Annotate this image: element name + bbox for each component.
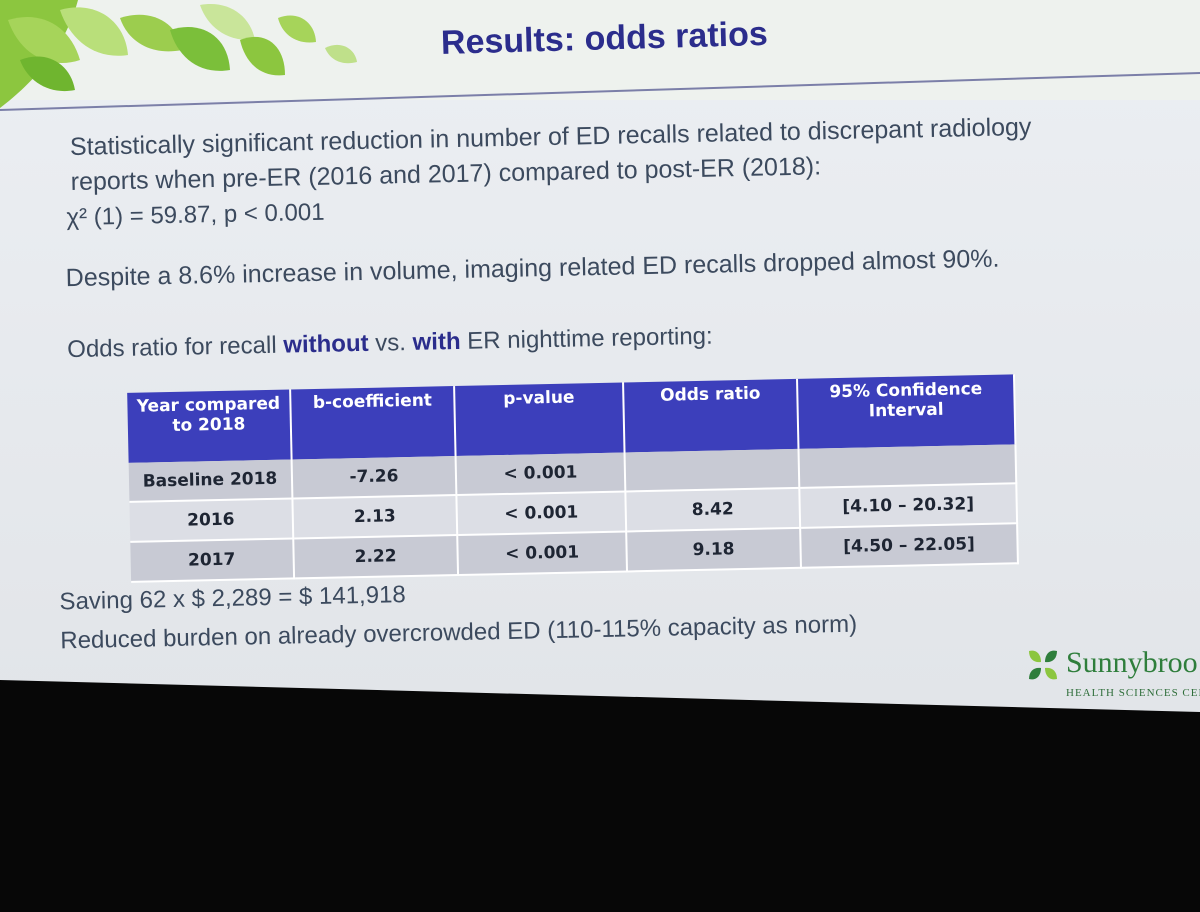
leaf-decoration-icon: [0, 0, 357, 108]
cell-p-value: < 0.001: [457, 531, 628, 576]
odds-ratio-intro-with: with: [412, 327, 461, 356]
finding-line-1: Statistically significant reduction in n…: [69, 112, 1032, 162]
burden-line: Reduced burden on already overcrowded ED…: [60, 610, 858, 655]
cell-b-coefficient: 2.13: [292, 495, 458, 539]
logo-name: Sunnybroo: [1066, 646, 1198, 679]
header-confidence-interval: 95% Confidence Interval: [797, 374, 1016, 449]
cell-p-value: < 0.001: [456, 491, 627, 536]
cell-odds-ratio: 8.42: [625, 487, 801, 532]
cell-p-value: < 0.001: [455, 452, 626, 496]
cell-b-coefficient: -7.26: [291, 456, 457, 499]
cell-year: 2016: [129, 498, 294, 542]
odds-ratio-table: Year compared to 2018 b-coefficient p-va…: [127, 374, 1019, 583]
savings-line: Saving 62 x $ 2,289 = $ 141,918: [59, 581, 407, 616]
title-underline: [0, 72, 1200, 111]
header-p-value: p-value: [454, 382, 625, 457]
logo-subtitle: HEALTH SCIENCES CEN: [1066, 687, 1200, 699]
odds-ratio-intro-pre: Odds ratio for recall: [66, 331, 284, 364]
cell-confidence-interval: [4.50 – 22.05]: [800, 523, 1018, 568]
sunnybrook-logo: Sunnybroo HEALTH SCIENCES CEN: [1026, 640, 1200, 710]
leaf-cluster-icon: [1029, 650, 1057, 680]
cell-odds-ratio: [624, 448, 800, 492]
chi-square-result: χ² (1) = 59.87, p < 0.001: [66, 198, 325, 232]
cell-b-coefficient: 2.22: [293, 535, 459, 579]
cell-year: 2017: [130, 538, 295, 582]
header-year: Year compared to 2018: [127, 389, 292, 463]
volume-finding: Despite a 8.6% increase in volume, imagi…: [65, 244, 1000, 293]
cell-odds-ratio: 9.18: [626, 527, 801, 572]
odds-ratio-intro: Odds ratio for recall without vs. with E…: [67, 323, 713, 365]
odds-ratio-intro-post: ER nighttime reporting:: [460, 322, 713, 355]
header-odds-ratio: Odds ratio: [623, 378, 799, 453]
odds-ratio-intro-without: without: [283, 329, 369, 359]
header-b-coefficient: b-coefficient: [290, 386, 456, 460]
cell-confidence-interval: [4.10 – 20.32]: [799, 483, 1018, 528]
cell-confidence-interval: [798, 444, 1017, 488]
cell-year: Baseline 2018: [128, 459, 293, 502]
odds-ratio-intro-mid: vs.: [368, 328, 413, 357]
